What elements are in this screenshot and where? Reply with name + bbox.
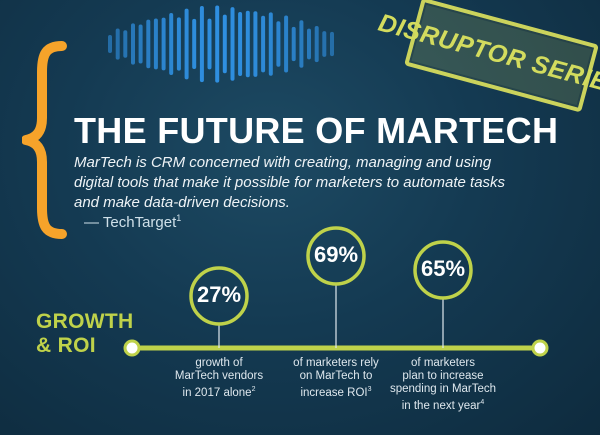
stat-2-line-2: on MarTech to — [299, 370, 373, 382]
stat-1-line-1: growth of — [195, 357, 243, 369]
waveform-bar — [291, 26, 296, 62]
section-heading: GROWTH & ROI — [36, 310, 133, 358]
waveform-bar — [322, 31, 327, 57]
waveform-bar — [199, 6, 204, 83]
stat-2-value: 69% — [313, 242, 359, 267]
waveform-bar — [146, 19, 151, 69]
waveform-bar — [169, 13, 174, 75]
timeline-end-dot — [531, 339, 549, 357]
page-title: THE FUTURE OF MARTECH — [74, 110, 559, 151]
section-heading-line1: GROWTH — [36, 310, 134, 333]
curly-brace-icon — [22, 41, 67, 239]
stat-3-line-2: plan to increase — [402, 370, 484, 382]
stat-2-line-3: increase ROI3 — [281, 383, 391, 400]
waveform-bar — [268, 12, 273, 76]
waveform-bar — [108, 35, 112, 53]
stat-3-line-3: spending in MarTech — [389, 383, 497, 395]
stat-2-line-3-text: increase ROI — [300, 386, 368, 399]
waveform-bar — [184, 8, 189, 80]
waveform-bar — [261, 15, 266, 73]
definition-quote: MarTech is CRM concerned with creating, … — [74, 154, 506, 211]
waveform-bar — [222, 14, 227, 74]
timeline-start-dot — [123, 339, 141, 357]
stat-1-value: 27% — [196, 282, 242, 307]
waveform-bar — [131, 23, 135, 65]
waveform-bar — [276, 21, 281, 67]
stat-1-circle — [189, 266, 249, 326]
waveform-bar — [153, 18, 158, 70]
waveform-bar — [192, 18, 197, 69]
section-heading-line2: & ROI — [36, 334, 96, 357]
attribution-text: — TechTarget — [84, 214, 177, 231]
waveform-bar — [207, 18, 212, 70]
waveform-bar — [115, 28, 120, 60]
waveform-bar — [176, 17, 181, 71]
stat-3-circle — [413, 240, 473, 300]
waveform-bar — [238, 12, 243, 76]
stat-2-description: of marketers rely on MarTech to increase… — [281, 357, 391, 400]
stat-3-footnote: 4 — [480, 399, 485, 406]
waveform-bar — [161, 17, 166, 71]
stat-3-line-1: of marketers — [411, 357, 475, 369]
stat-2-line-1: of marketers rely — [293, 357, 379, 369]
stat-3-description: of marketers plan to increase spending i… — [383, 357, 503, 413]
stat-1-line-2: MarTech vendors — [174, 370, 264, 382]
stat-2-footnote: 3 — [367, 386, 372, 393]
waveform-bar — [330, 31, 334, 57]
waveform-bar — [299, 20, 304, 68]
waveform-bar — [253, 11, 258, 77]
waveform-bar — [245, 10, 250, 78]
stat-1-description: growth of MarTech vendors in 2017 alone2 — [169, 357, 269, 400]
sound-waveform-icon — [108, 5, 334, 83]
stat-1-footnote: 2 — [251, 386, 256, 393]
stat-3-value: 65% — [420, 256, 466, 281]
stat-3-line-4: in the next year4 — [383, 396, 503, 413]
waveform-bar — [215, 5, 220, 83]
stat-2-circle — [306, 226, 366, 286]
stat-3-line-4-text: in the next year — [401, 399, 481, 412]
stat-1-line-3: in 2017 alone2 — [169, 383, 269, 400]
waveform-bar — [230, 7, 235, 81]
quote-attribution: — TechTarget1 — [84, 213, 181, 231]
waveform-bar — [314, 26, 319, 63]
attribution-footnote: 1 — [176, 213, 182, 223]
waveform-bar — [123, 30, 128, 58]
stat-1-line-3-text: in 2017 alone — [182, 386, 252, 399]
waveform-bar — [138, 24, 143, 64]
waveform-bar — [307, 28, 311, 60]
waveform-bar — [284, 15, 289, 73]
